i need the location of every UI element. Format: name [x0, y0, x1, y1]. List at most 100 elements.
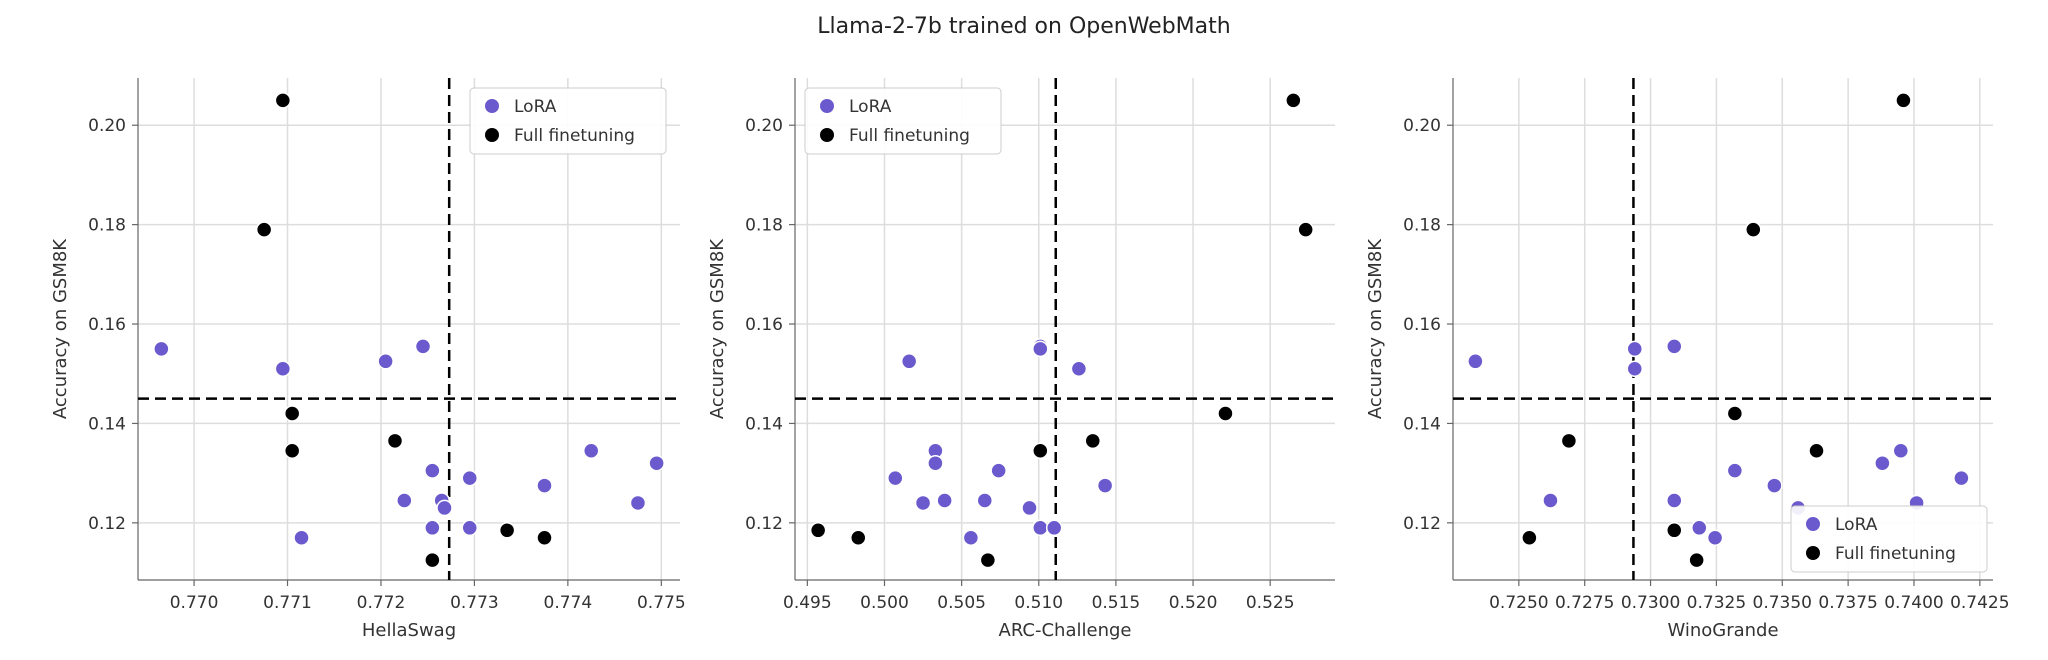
- x-tick-label: 0.771: [263, 593, 312, 613]
- x-axis-label: HellaSwag: [362, 620, 456, 641]
- x-tick-label: 0.510: [1014, 593, 1063, 613]
- x-tick-label: 0.7325: [1687, 593, 1746, 613]
- legend-marker: [1806, 517, 1820, 531]
- legend-box: [1790, 505, 1988, 573]
- x-tick-label: 0.772: [357, 593, 406, 613]
- legend-marker: [820, 99, 834, 113]
- y-tick-label: 0.12: [745, 514, 783, 534]
- data-point-lora: [914, 494, 932, 512]
- data-point-lora: [1892, 442, 1910, 460]
- x-tick-label: 0.7300: [1621, 593, 1680, 613]
- data-point-lora: [1626, 340, 1644, 358]
- x-axis-label: WinoGrande: [1667, 620, 1778, 641]
- data-point-full-finetuning: [1688, 551, 1705, 569]
- data-point-lora: [377, 353, 394, 370]
- x-tick-label: 0.774: [544, 593, 593, 613]
- legend-label: LoRA: [514, 97, 557, 117]
- x-tick-label: 0.775: [637, 593, 686, 613]
- data-point-lora: [887, 469, 904, 487]
- legend-label: LoRA: [849, 97, 892, 117]
- chart-panel-3: 0.7250 0.7275 0.7300 0.7325 0.7350 0.7375 0.74…: [1365, 78, 2010, 641]
- data-point-full-finetuning: [850, 529, 867, 547]
- legend-label: Full finetuning: [1835, 544, 1956, 564]
- data-point-full-finetuning: [386, 432, 404, 450]
- data-point-lora: [424, 462, 441, 479]
- x-tick-label: 0.500: [860, 593, 909, 613]
- y-tick-label: 0.20: [1403, 116, 1441, 136]
- data-point-full-finetuning: [255, 221, 273, 238]
- data-point-lora: [1874, 454, 1891, 472]
- data-point-full-finetuning: [1666, 522, 1683, 539]
- x-tick-label: 0.773: [450, 593, 499, 613]
- data-point-lora: [461, 519, 478, 537]
- data-point-lora: [1706, 529, 1724, 547]
- x-tick-label: 0.520: [1169, 593, 1218, 613]
- figure-title: Llama-2-7b trained on OpenWebMath: [817, 14, 1231, 39]
- data-point-full-finetuning: [1726, 405, 1744, 422]
- y-tick-label: 0.12: [88, 514, 126, 534]
- legend-marker: [820, 128, 834, 142]
- y-tick-label: 0.14: [88, 414, 126, 434]
- y-tick-label: 0.18: [1403, 216, 1441, 236]
- y-tick-label: 0.16: [745, 315, 783, 335]
- x-tick-label: 0.770: [170, 593, 219, 613]
- chart-panel-2: 0.495 0.500 0.505 0.510 0.515 0.520 0.525 0.12 0…: [707, 78, 1335, 641]
- x-tick-label: 0.7275: [1555, 593, 1614, 613]
- data-point-lora: [1070, 360, 1088, 378]
- x-axis-label: ARC-Challenge: [999, 620, 1132, 641]
- data-point-lora: [274, 360, 292, 378]
- y-tick-label: 0.20: [745, 116, 783, 136]
- data-point-lora: [424, 519, 441, 537]
- data-point-lora: [396, 492, 413, 509]
- data-point-lora: [1542, 492, 1559, 509]
- y-tick-label: 0.16: [88, 315, 126, 335]
- data-point-lora: [461, 469, 478, 487]
- legend-marker: [485, 128, 499, 142]
- data-point-full-finetuning: [283, 405, 301, 422]
- data-point-lora: [436, 499, 453, 517]
- x-tick-label: 0.495: [783, 593, 832, 613]
- data-point-full-finetuning: [1745, 221, 1762, 238]
- legend-box: [469, 87, 667, 155]
- y-tick-label: 0.20: [88, 116, 126, 136]
- legend: LoRA Full finetuning: [1790, 505, 1988, 573]
- data-point-lora: [900, 353, 918, 370]
- data-point-lora: [1021, 499, 1038, 517]
- data-point-full-finetuning: [979, 551, 997, 569]
- legend: LoRA Full finetuning: [469, 87, 667, 155]
- x-tick-label: 0.7400: [1884, 593, 1943, 613]
- y-axis-label: Accuracy on GSM8K: [1365, 238, 1386, 419]
- data-point-lora: [1467, 353, 1484, 370]
- data-point-lora: [1045, 519, 1063, 537]
- legend-label: Full finetuning: [514, 126, 635, 146]
- data-point-lora: [1666, 338, 1683, 355]
- data-point-lora: [1666, 492, 1683, 509]
- data-point-full-finetuning: [424, 551, 441, 569]
- chart-panel-1: 0.770 0.771 0.772 0.773 0.774 0.775 0.12 0.14 0.…: [50, 78, 686, 641]
- x-tick-label: 0.7425: [1950, 593, 2009, 613]
- x-tick-label: 0.7350: [1753, 593, 1812, 613]
- data-point-full-finetuning: [1285, 92, 1302, 109]
- x-tick-label: 0.515: [1092, 593, 1141, 613]
- data-point-lora: [293, 529, 310, 547]
- data-point-lora: [927, 454, 944, 472]
- data-point-full-finetuning: [1560, 432, 1578, 450]
- data-point-lora: [990, 462, 1007, 479]
- legend-label: Full finetuning: [849, 126, 970, 146]
- data-point-lora: [1626, 360, 1644, 378]
- data-point-lora: [936, 492, 953, 509]
- y-tick-label: 0.14: [1403, 414, 1441, 434]
- data-point-lora: [1032, 340, 1049, 358]
- legend-box: [804, 87, 1002, 155]
- y-tick-label: 0.12: [1403, 514, 1441, 534]
- data-point-full-finetuning: [1217, 405, 1234, 422]
- data-point-full-finetuning: [809, 522, 827, 539]
- data-point-lora: [648, 454, 665, 472]
- data-point-lora: [414, 338, 432, 355]
- y-axis-label: Accuracy on GSM8K: [50, 238, 71, 419]
- data-point-lora: [629, 494, 647, 512]
- data-point-lora: [1032, 519, 1049, 537]
- data-point-lora: [1691, 519, 1708, 537]
- legend-marker: [1806, 546, 1820, 560]
